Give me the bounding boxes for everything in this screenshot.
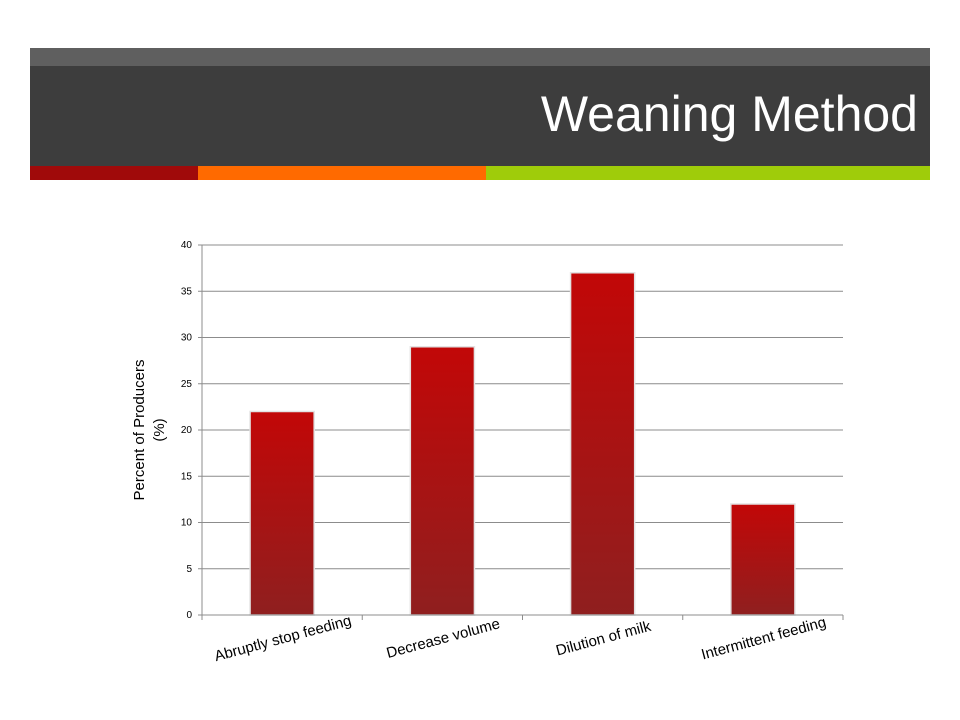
y-tick-label: 20 xyxy=(181,425,193,436)
y-tick-label: 25 xyxy=(181,379,193,390)
x-category-label: Abruptly stop feeding xyxy=(213,612,354,665)
title-bar: Weaning Method xyxy=(30,66,930,166)
axes xyxy=(198,244,844,620)
y-axis-label-line-1: Percent of Producers xyxy=(131,360,148,501)
x-category-label: Dilution of milk xyxy=(554,618,653,660)
y-axis-label-line-2: (%) xyxy=(151,418,168,441)
accent-stripe-red xyxy=(30,166,198,180)
bar-decrease-volume xyxy=(409,346,476,616)
y-tick-label: 35 xyxy=(181,286,193,297)
title-bar-top-strip xyxy=(30,48,930,66)
y-tick-label: 10 xyxy=(181,518,193,529)
y-tick-label: 5 xyxy=(186,564,192,575)
accent-stripe-orange xyxy=(198,166,486,180)
bar-dilution-of-milk xyxy=(569,272,636,616)
bar-intermittent-feeding xyxy=(730,503,796,616)
y-tick-label: 15 xyxy=(181,471,193,482)
bar-abruptly-stop-feeding xyxy=(249,410,315,616)
y-tick-label: 30 xyxy=(181,333,193,344)
y-tick-label: 40 xyxy=(181,240,193,251)
x-category-label: Decrease volume xyxy=(385,615,502,662)
slide-title: Weaning Method xyxy=(540,86,918,142)
y-tick-label: 0 xyxy=(186,610,192,621)
x-category-label: Intermittent feeding xyxy=(699,614,827,664)
bars xyxy=(249,272,796,616)
accent-stripe-green xyxy=(486,166,930,180)
